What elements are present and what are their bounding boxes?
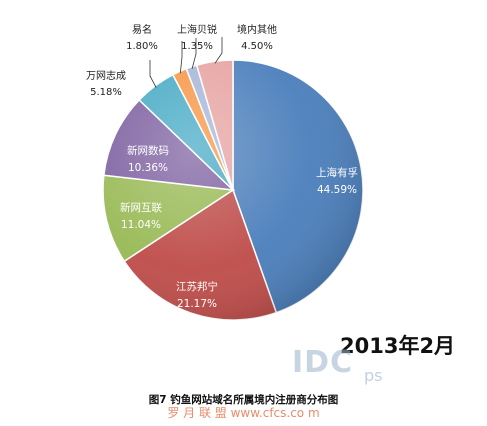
- slice-label: 上海贝锐: [177, 23, 217, 36]
- slice-label: 新网互联: [120, 201, 162, 214]
- leader-line: [191, 38, 197, 69]
- figure-caption: 图7 钓鱼网站域名所属境内注册商分布图: [148, 394, 339, 406]
- leader-line: [179, 41, 183, 74]
- slice-label: 新网数码: [127, 144, 169, 157]
- leader-line: [149, 60, 157, 88]
- idc-watermark-suffix: ps: [364, 366, 383, 385]
- leader-line: [214, 37, 223, 64]
- slice-value-label: 5.18%: [90, 87, 122, 98]
- slice-value-label: 10.36%: [128, 162, 168, 174]
- slice-value-label: 21.17%: [177, 298, 217, 310]
- slice-label: 上海有孚: [316, 166, 358, 179]
- slice-label: 万网志成: [86, 69, 126, 82]
- slice-value-label: 1.80%: [126, 41, 158, 52]
- date-stamp: 2013年2月: [340, 334, 456, 358]
- idc-watermark: IDC: [292, 345, 354, 380]
- slice-value-label: 44.59%: [317, 184, 357, 196]
- slice-value-label: 1.35%: [181, 41, 213, 52]
- slice-label: 江苏邦宁: [176, 280, 218, 293]
- caption-watermark: 罗 月 联 盟 www.cfcs.co m: [167, 406, 320, 420]
- slice-label: 易名: [132, 23, 152, 36]
- slice-label: 境内其他: [237, 23, 277, 36]
- slice-value-label: 11.04%: [121, 219, 161, 231]
- slice-value-label: 4.50%: [241, 41, 273, 52]
